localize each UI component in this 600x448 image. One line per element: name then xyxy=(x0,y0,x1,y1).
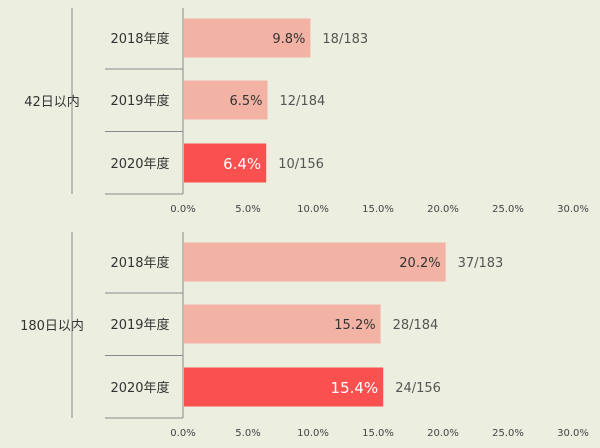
category-label: 2019年度 xyxy=(110,317,169,333)
x-tick-label: 5.0% xyxy=(235,204,260,215)
value-label: 15.2% xyxy=(334,318,375,333)
x-tick-label: 30.0% xyxy=(557,428,589,439)
bar xyxy=(184,367,384,407)
x-tick-label: 25.0% xyxy=(492,428,524,439)
x-tick-label: 5.0% xyxy=(235,428,260,439)
x-tick-label: 0.0% xyxy=(170,204,195,215)
value-label: 6.5% xyxy=(229,94,262,109)
ratio-label: 12/184 xyxy=(280,94,326,109)
category-label: 2020年度 xyxy=(110,156,169,172)
bar xyxy=(184,18,311,58)
ratio-label: 18/183 xyxy=(322,32,368,47)
value-label: 6.4% xyxy=(223,155,261,173)
value-label: 9.8% xyxy=(272,32,305,47)
ratio-label: 28/184 xyxy=(393,318,439,333)
group-label: 180日以内 xyxy=(20,318,84,334)
x-tick-label: 20.0% xyxy=(427,428,459,439)
x-tick-label: 15.0% xyxy=(362,204,394,215)
category-label: 2018年度 xyxy=(110,31,169,47)
value-label: 20.2% xyxy=(399,256,440,271)
bar xyxy=(184,242,446,282)
ratio-label: 10/156 xyxy=(278,157,324,172)
bar xyxy=(184,80,268,120)
x-tick-label: 10.0% xyxy=(297,204,329,215)
ratio-label: 37/183 xyxy=(458,256,504,271)
value-label: 15.4% xyxy=(331,379,379,397)
x-tick-label: 20.0% xyxy=(427,204,459,215)
group-label: 42日以内 xyxy=(24,94,80,110)
x-tick-label: 0.0% xyxy=(170,428,195,439)
x-tick-label: 10.0% xyxy=(297,428,329,439)
x-tick-label: 25.0% xyxy=(492,204,524,215)
x-tick-label: 30.0% xyxy=(557,204,589,215)
category-label: 2018年度 xyxy=(110,255,169,271)
bar xyxy=(184,143,267,183)
chart-panel-1: 42日以内 2018年度 9.8% 18/183 2019年度 6.5% 12/184 202… xyxy=(24,8,589,215)
chart-panel-2: 180日以内 2018年度 20.2% 37/183 2019年度 15.2% 28/184… xyxy=(20,232,589,439)
bar xyxy=(184,304,381,344)
ratio-label: 24/156 xyxy=(395,381,441,396)
x-tick-label: 15.0% xyxy=(362,428,394,439)
category-label: 2020年度 xyxy=(110,380,169,396)
category-label: 2019年度 xyxy=(110,93,169,109)
